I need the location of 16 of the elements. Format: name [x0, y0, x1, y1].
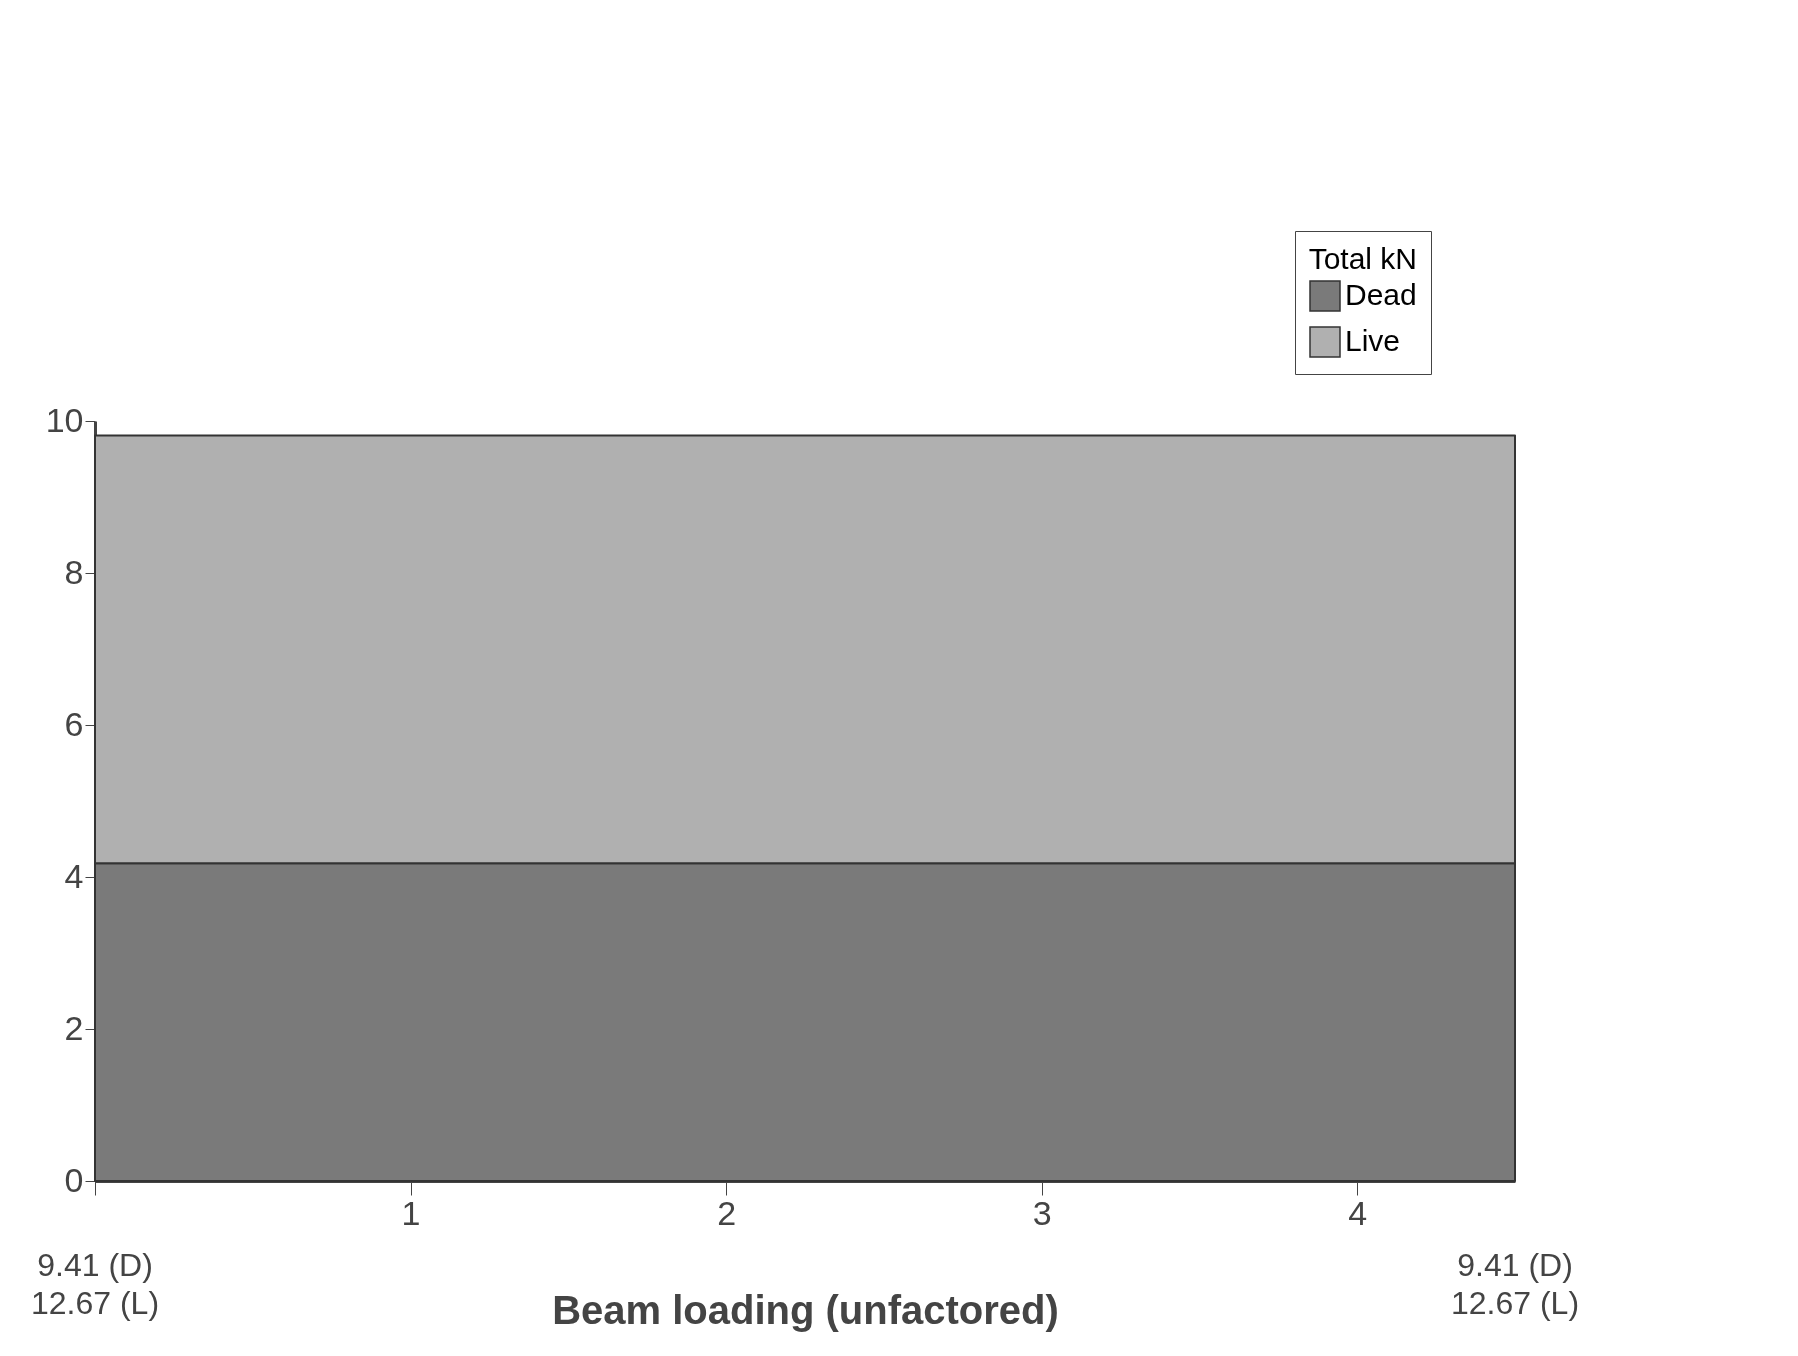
text: 9.41 (D) 12.67 (L): [30, 1247, 160, 1321]
y-tick-label: 2: [64, 1008, 84, 1047]
legend-title: Total kN: [1308, 242, 1417, 275]
y-tick-label: 0: [64, 1160, 84, 1199]
text: 9.41 (D) 12.67 (L): [1450, 1247, 1580, 1321]
x-tick-label: 2: [717, 1193, 737, 1232]
x-tick-label: 3: [1032, 1193, 1052, 1232]
y-tick-label: 8: [64, 552, 84, 591]
x-tick-label: 1: [401, 1193, 421, 1232]
x-axis-title: Beam loading (unfactored): [552, 1287, 1059, 1332]
legend-label: Live: [1345, 324, 1401, 357]
y-tick-label: 10: [45, 400, 84, 439]
y-tick-label: 4: [64, 856, 84, 895]
x-tick-label: 4: [1348, 1193, 1368, 1232]
legend-label: Dead: [1345, 278, 1417, 311]
y-tick-label: 6: [64, 704, 84, 743]
